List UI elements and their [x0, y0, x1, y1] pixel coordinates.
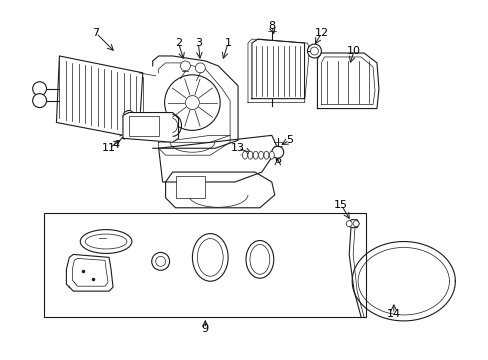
Circle shape [180, 61, 190, 71]
Text: 13: 13 [230, 143, 244, 153]
Text: 15: 15 [334, 200, 347, 210]
Text: 9: 9 [202, 324, 208, 334]
Ellipse shape [85, 234, 127, 249]
Polygon shape [66, 255, 113, 291]
Bar [129, 117, 158, 136]
Ellipse shape [264, 151, 268, 159]
Text: 6: 6 [274, 155, 281, 165]
Circle shape [33, 94, 46, 108]
Text: 5: 5 [285, 135, 292, 145]
Ellipse shape [80, 230, 132, 253]
Ellipse shape [242, 151, 247, 159]
Circle shape [164, 75, 220, 130]
Text: 8: 8 [268, 21, 275, 31]
Circle shape [151, 252, 169, 270]
Bar [43, 213, 366, 317]
Polygon shape [122, 113, 178, 142]
Bar [175, 176, 205, 198]
Polygon shape [251, 39, 304, 99]
Circle shape [346, 221, 351, 227]
Circle shape [155, 256, 165, 266]
Circle shape [310, 47, 318, 55]
Ellipse shape [247, 151, 252, 159]
Polygon shape [56, 56, 142, 138]
Polygon shape [346, 220, 358, 228]
Text: 7: 7 [92, 28, 100, 38]
Text: 1: 1 [224, 38, 231, 48]
Ellipse shape [269, 151, 274, 159]
Circle shape [185, 96, 199, 109]
Ellipse shape [253, 151, 258, 159]
Text: 3: 3 [194, 38, 202, 48]
Ellipse shape [192, 234, 228, 281]
Circle shape [352, 221, 358, 227]
Text: 14: 14 [386, 309, 400, 319]
Ellipse shape [197, 239, 223, 276]
Ellipse shape [245, 240, 273, 278]
Text: 11: 11 [102, 143, 116, 153]
Polygon shape [158, 135, 277, 182]
Text: 4: 4 [112, 140, 120, 150]
Polygon shape [317, 53, 378, 109]
Text: 2: 2 [175, 38, 182, 48]
Ellipse shape [258, 151, 263, 159]
Polygon shape [165, 172, 274, 208]
Text: 12: 12 [314, 28, 328, 38]
Circle shape [33, 82, 46, 96]
Circle shape [122, 111, 135, 122]
Circle shape [195, 63, 205, 73]
Circle shape [271, 146, 283, 158]
Ellipse shape [249, 244, 269, 274]
Polygon shape [152, 56, 238, 148]
Text: 10: 10 [346, 46, 361, 56]
Circle shape [307, 44, 321, 58]
